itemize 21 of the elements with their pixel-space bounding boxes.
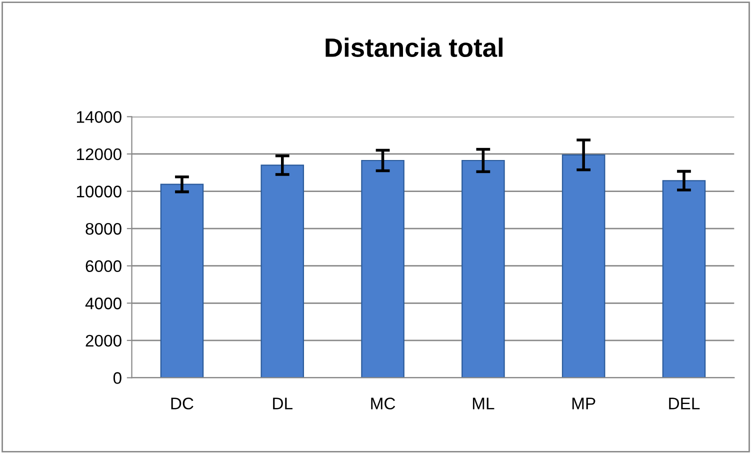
bar bbox=[361, 160, 404, 378]
chart-title: Distancia total bbox=[326, 38, 502, 58]
y-tick-label: 12000 bbox=[76, 148, 122, 160]
x-tick-label: DC bbox=[171, 398, 194, 410]
y-tick-label: 14000 bbox=[76, 111, 122, 123]
x-tick-label: ML bbox=[472, 398, 494, 410]
bar bbox=[662, 180, 706, 378]
y-tick-label: 4000 bbox=[85, 298, 122, 310]
bar bbox=[160, 184, 204, 378]
y-tick-label: 6000 bbox=[86, 260, 122, 272]
x-tick-label: MC bbox=[371, 398, 396, 410]
y-tick-label: 10000 bbox=[76, 186, 122, 198]
x-tick-label: DEL bbox=[669, 398, 700, 410]
y-tick-label: 0 bbox=[113, 372, 122, 384]
y-tick-label: 2000 bbox=[86, 334, 122, 347]
bar bbox=[462, 160, 505, 378]
x-tick-label: DL bbox=[273, 398, 292, 410]
bar bbox=[562, 154, 606, 378]
y-tick-label: 8000 bbox=[86, 222, 122, 235]
bar bbox=[260, 164, 304, 378]
x-tick-label: MP bbox=[572, 398, 596, 410]
